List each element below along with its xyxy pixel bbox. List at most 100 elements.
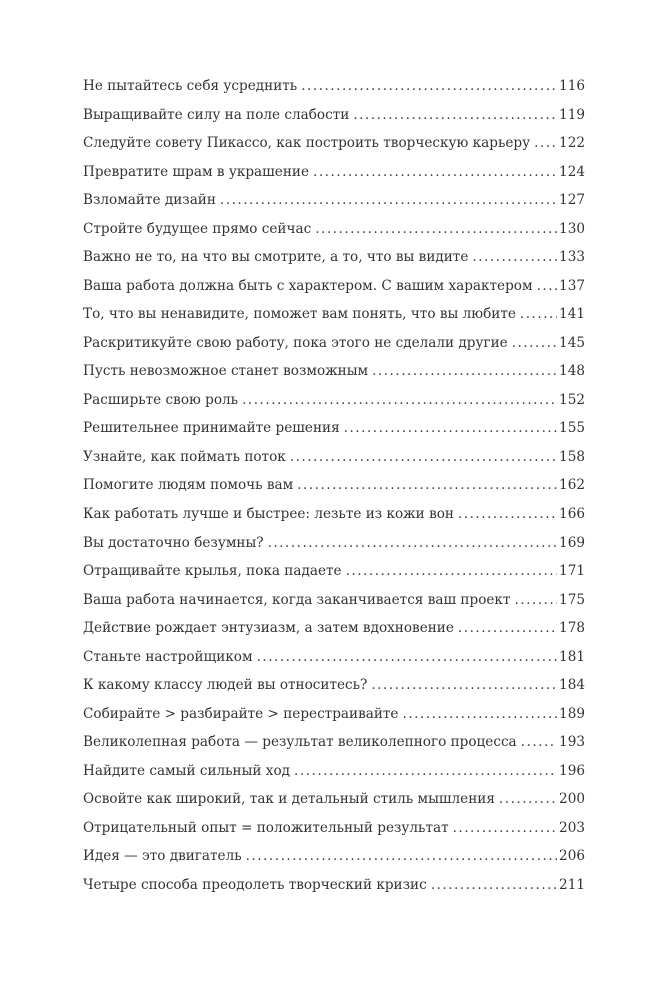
toc-entry-title: Пусть невозможное станет возможным bbox=[83, 363, 369, 380]
leader-dots bbox=[246, 848, 557, 864]
toc-entry: Не пытайтесь себя усреднить 116 bbox=[83, 78, 585, 107]
leader-dots bbox=[257, 649, 557, 665]
leader-dots bbox=[313, 164, 557, 180]
toc-entry-title: Выращивайте силу на поле слабости bbox=[83, 106, 350, 123]
leader-dots bbox=[431, 877, 557, 893]
toc-entry-title: Отрицательный опыт = положительный резул… bbox=[83, 819, 449, 836]
toc-entry-title: Помогите людям помочь вам bbox=[83, 477, 294, 494]
toc-entry-title: К какому классу людей вы относитесь? bbox=[83, 677, 368, 694]
toc-entry: Вы достаточно безумны? 169 bbox=[83, 535, 585, 564]
toc-entry: Четыре способа преодолеть творческий кри… bbox=[83, 877, 585, 906]
toc-entry: Важно не то, на что вы смотрите, а то, ч… bbox=[83, 249, 585, 278]
toc-entry: Выращивайте силу на поле слабости 119 bbox=[83, 107, 585, 136]
toc-entry-page: 193 bbox=[559, 734, 585, 751]
toc-entry: Стройте будущее прямо сейчас 130 bbox=[83, 221, 585, 250]
toc-entry: Решительнее принимайте решения 155 bbox=[83, 420, 585, 449]
leader-dots bbox=[458, 506, 557, 522]
toc-entry: Превратите шрам в украшение 124 bbox=[83, 164, 585, 193]
toc-entry: Идея — это двигатель 206 bbox=[83, 848, 585, 877]
toc-entry: Освойте как широкий, так и детальный сти… bbox=[83, 791, 585, 820]
toc-entry-title: Станьте настройщиком bbox=[83, 648, 253, 665]
toc-entry-title: Узнайте, как поймать поток bbox=[83, 448, 286, 465]
leader-dots bbox=[294, 763, 557, 779]
toc-entry-page: 211 bbox=[559, 876, 585, 893]
toc-entry: Отращивайте крылья, пока падаете 171 bbox=[83, 563, 585, 592]
toc-entry-page: 122 bbox=[559, 135, 585, 152]
table-of-contents: Не пытайтесь себя усреднить 116 Выращивайт… bbox=[83, 78, 585, 905]
toc-entry-title: Ваша работа должна быть с характером. С … bbox=[83, 277, 533, 294]
toc-entry-page: 152 bbox=[559, 391, 585, 408]
toc-entry-page: 119 bbox=[559, 106, 585, 123]
toc-entry: К какому классу людей вы относитесь? 184 bbox=[83, 677, 585, 706]
leader-dots bbox=[315, 221, 557, 237]
toc-entry: Как работать лучше и быстрее: лезьте из … bbox=[83, 506, 585, 535]
toc-entry-page: 124 bbox=[559, 163, 585, 180]
toc-entry-title: Расширьте свою роль bbox=[83, 391, 239, 408]
toc-entry-page: 196 bbox=[559, 762, 585, 779]
toc-entry-title: Собирайте > разбирайте > перестраивайте bbox=[83, 705, 399, 722]
leader-dots bbox=[290, 449, 557, 465]
leader-dots bbox=[453, 820, 557, 836]
toc-entry-title: Не пытайтесь себя усреднить bbox=[83, 78, 298, 94]
leader-dots bbox=[520, 306, 557, 322]
toc-entry-title: Превратите шрам в украшение bbox=[83, 163, 309, 180]
toc-entry-page: 158 bbox=[559, 448, 585, 465]
toc-entry: Взломайте дизайн 127 bbox=[83, 192, 585, 221]
toc-entry-page: 203 bbox=[559, 819, 585, 836]
toc-entry: Собирайте > разбирайте > перестраивайте 1… bbox=[83, 706, 585, 735]
toc-entry-page: 181 bbox=[559, 648, 585, 665]
toc-entry-page: 116 bbox=[559, 78, 585, 94]
leader-dots bbox=[346, 563, 557, 579]
toc-entry-title: Следуйте совету Пикассо, как построить т… bbox=[83, 135, 531, 152]
toc-entry-title: Взломайте дизайн bbox=[83, 192, 216, 209]
toc-entry: Великолепная работа — результат великоле… bbox=[83, 734, 585, 763]
toc-entry-page: 178 bbox=[559, 620, 585, 637]
toc-entry-title: Отращивайте крылья, пока падаете bbox=[83, 563, 342, 580]
toc-entry-page: 127 bbox=[559, 192, 585, 209]
toc-entry: Следуйте совету Пикассо, как построить т… bbox=[83, 135, 585, 164]
toc-entry-page: 133 bbox=[559, 249, 585, 266]
toc-entry: Станьте настройщиком 181 bbox=[83, 649, 585, 678]
toc-entry-page: 184 bbox=[559, 677, 585, 694]
leader-dots bbox=[372, 363, 557, 379]
toc-entry-title: Действие рождает энтузиазм, а затем вдох… bbox=[83, 620, 454, 637]
toc-entry-title: Найдите самый сильный ход bbox=[83, 762, 291, 779]
leader-dots bbox=[242, 392, 557, 408]
toc-entry: Ваша работа начинается, когда заканчивае… bbox=[83, 592, 585, 621]
leader-dots bbox=[402, 706, 557, 722]
toc-entry-title: Четыре способа преодолеть творческий кри… bbox=[83, 876, 427, 893]
leader-dots bbox=[512, 335, 557, 351]
toc-entry-page: 148 bbox=[559, 363, 585, 380]
toc-entry-title: Решительнее принимайте решения bbox=[83, 420, 340, 437]
toc-entry-title: Раскритикуйте свою работу, пока этого не… bbox=[83, 334, 508, 351]
leader-dots bbox=[534, 135, 557, 151]
toc-entry-title: Как работать лучше и быстрее: лезьте из … bbox=[83, 505, 454, 522]
toc-entry-page: 189 bbox=[559, 705, 585, 722]
toc-entry: Найдите самый сильный ход 196 bbox=[83, 763, 585, 792]
leader-dots bbox=[537, 278, 557, 294]
leader-dots bbox=[353, 107, 557, 123]
toc-entry-title: Вы достаточно безумны? bbox=[83, 534, 264, 551]
toc-entry-page: 155 bbox=[559, 420, 585, 437]
leader-dots bbox=[499, 791, 557, 807]
leader-dots bbox=[472, 249, 557, 265]
toc-entry: Раскритикуйте свою работу, пока этого не… bbox=[83, 335, 585, 364]
toc-entry-page: 162 bbox=[559, 477, 585, 494]
leader-dots bbox=[301, 78, 557, 94]
leader-dots bbox=[458, 620, 557, 636]
toc-entry-page: 206 bbox=[559, 848, 585, 865]
toc-entry-page: 137 bbox=[559, 277, 585, 294]
toc-entry: Узнайте, как поймать поток 158 bbox=[83, 449, 585, 478]
toc-entry: Действие рождает энтузиазм, а затем вдох… bbox=[83, 620, 585, 649]
toc-entry: Расширьте свою роль 152 bbox=[83, 392, 585, 421]
toc-entry-title: Великолепная работа — результат великоле… bbox=[83, 734, 517, 751]
toc-entry-page: 141 bbox=[559, 306, 585, 323]
toc-entry-page: 175 bbox=[559, 591, 585, 608]
toc-entry: Помогите людям помочь вам 162 bbox=[83, 477, 585, 506]
leader-dots bbox=[514, 592, 557, 608]
toc-entry-page: 130 bbox=[559, 220, 585, 237]
toc-entry: Ваша работа должна быть с характером. С … bbox=[83, 278, 585, 307]
toc-entry-title: Важно не то, на что вы смотрите, а то, ч… bbox=[83, 249, 469, 266]
toc-entry-page: 169 bbox=[559, 534, 585, 551]
leader-dots bbox=[371, 677, 557, 693]
